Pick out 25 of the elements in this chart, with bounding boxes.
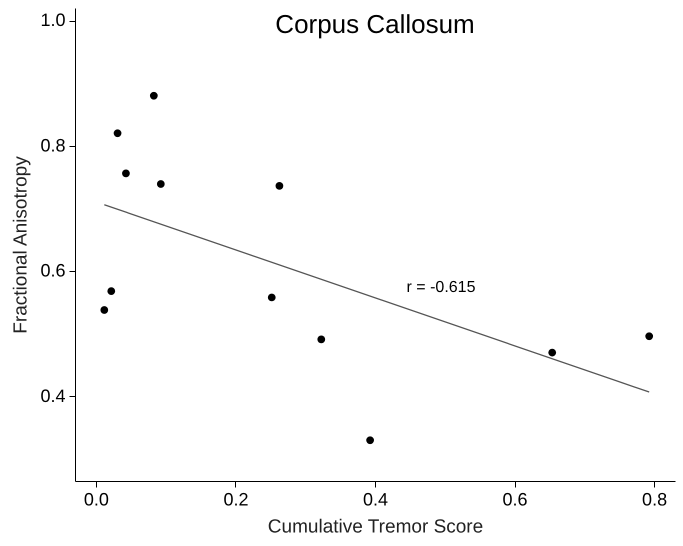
annotation: r = -0.615 — [406, 279, 476, 296]
point — [268, 294, 276, 302]
point — [276, 182, 284, 190]
y-tick-label: 0.4 — [40, 386, 66, 406]
point — [100, 306, 108, 314]
x-axis-title: Cumulative Tremor Score — [268, 516, 484, 538]
point — [122, 170, 130, 178]
point — [317, 336, 326, 344]
point — [150, 92, 158, 100]
point — [156, 180, 165, 188]
chart-title: Corpus Callosum — [275, 9, 475, 39]
y-tick-label: 0.8 — [40, 135, 66, 156]
point — [645, 332, 654, 340]
x-tick-label: 0.6 — [502, 490, 528, 510]
point — [548, 348, 556, 356]
point — [114, 129, 122, 138]
x-tick-label: 0.2 — [223, 490, 248, 510]
x-tick-label: 0.4 — [362, 490, 388, 510]
y-tick-label: 0.6 — [40, 260, 66, 281]
point — [107, 287, 116, 296]
point — [366, 436, 374, 444]
y-tick-label: 1.0 — [40, 10, 66, 30]
x-tick-label: 0.0 — [84, 490, 109, 510]
y-axis-title: Fractional Anisotropy — [10, 156, 32, 334]
x-tick-label: 0.8 — [642, 490, 668, 510]
